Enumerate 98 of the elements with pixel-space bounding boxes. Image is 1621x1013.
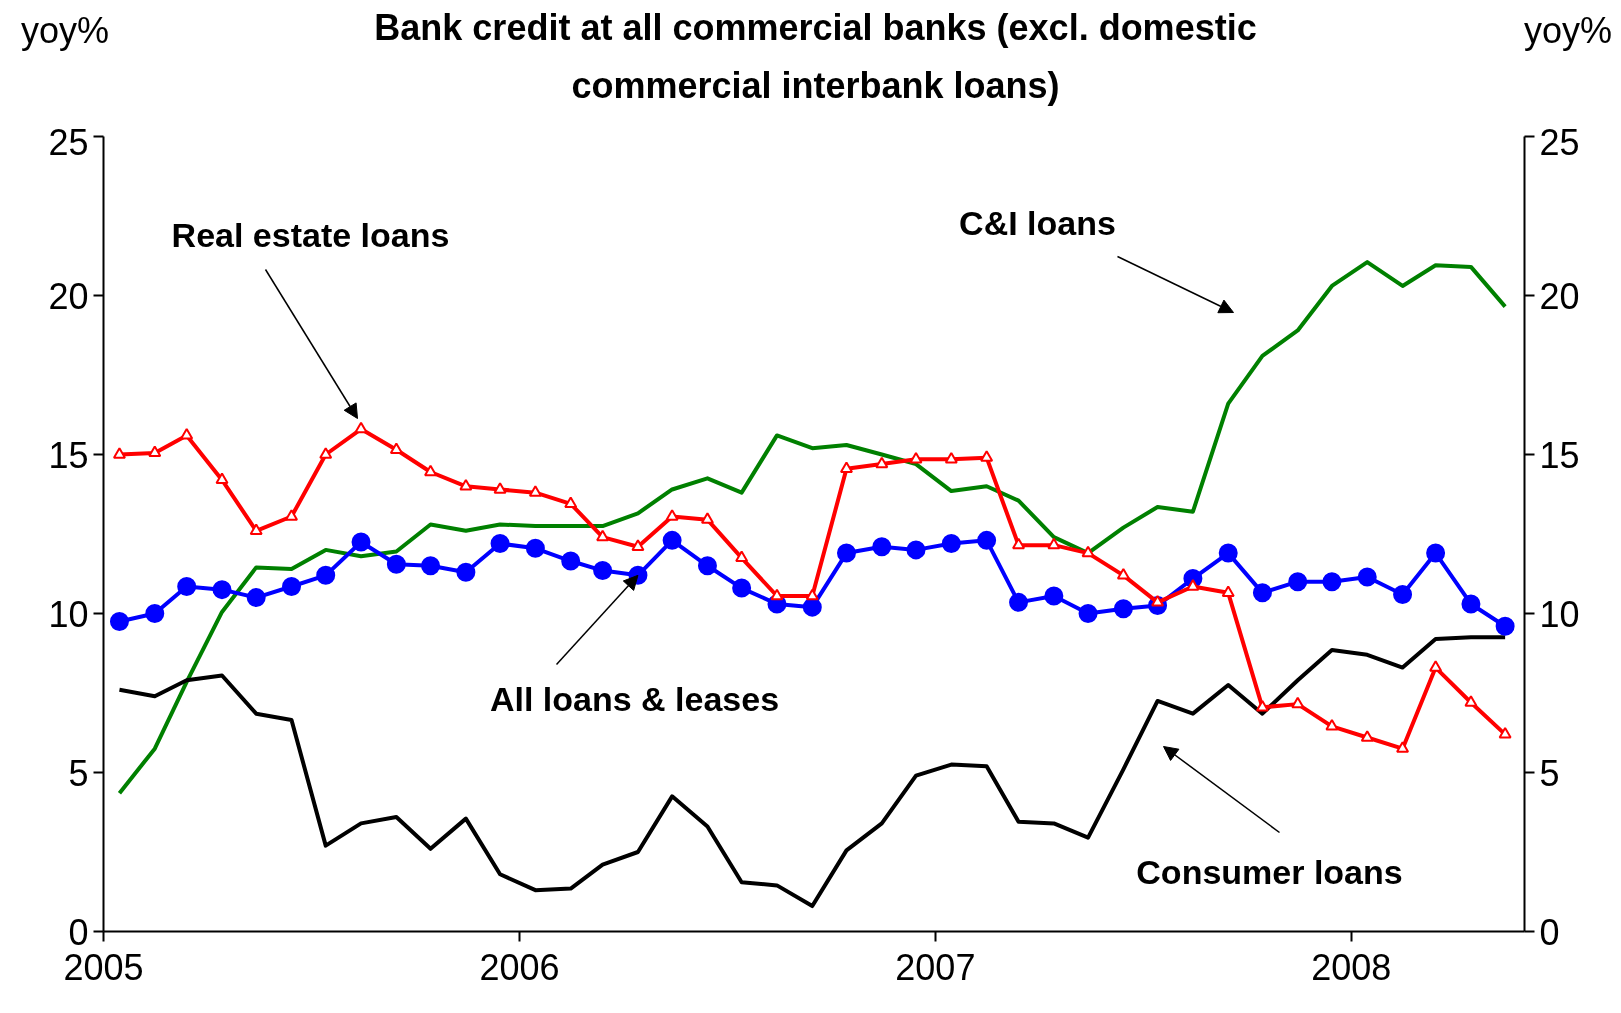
annotation: All loans & leases [489, 679, 780, 718]
point [1393, 584, 1413, 604]
point [1221, 585, 1235, 598]
point [1044, 586, 1064, 606]
point [456, 562, 476, 582]
point [1396, 741, 1410, 753]
y2-tick-label: 25 [1539, 121, 1580, 163]
y-tick-label: 5 [68, 752, 89, 794]
point [1464, 695, 1478, 707]
point [1322, 572, 1342, 592]
point [525, 538, 545, 558]
point [421, 556, 441, 576]
point [1288, 572, 1308, 592]
point [285, 509, 299, 521]
point [1047, 537, 1061, 550]
x-tick-label: 2006 [479, 946, 560, 988]
point [389, 442, 403, 454]
point [1498, 726, 1512, 739]
line-series [117, 260, 1508, 796]
point [109, 611, 129, 631]
annotation: C&I loans [959, 203, 1116, 242]
point [148, 445, 162, 458]
point [1291, 696, 1305, 709]
point [212, 580, 232, 600]
point [836, 543, 856, 563]
point [319, 447, 333, 459]
y2-axis-title: yoy% [1522, 9, 1613, 53]
annotation: Consumer loans [1136, 852, 1403, 891]
annotation: Real estate loans [171, 215, 450, 254]
y-tick-label: 15 [48, 434, 89, 476]
point [1495, 616, 1515, 636]
point [145, 604, 165, 623]
point [770, 588, 784, 601]
point [1325, 719, 1339, 731]
point [839, 461, 853, 473]
point [805, 588, 819, 601]
point [631, 539, 645, 551]
point [980, 450, 994, 462]
point [1078, 604, 1098, 623]
point [1009, 592, 1029, 612]
y-tick-label: 10 [48, 593, 89, 635]
point [977, 530, 997, 550]
point [246, 588, 266, 608]
y2-tick-label: 0 [1539, 911, 1560, 953]
chart-title: Bank credit at all commercial banks (excl. domestic commercial interbank loans) [373, 6, 1258, 108]
x-tick-label: 2008 [1311, 946, 1392, 988]
y-axis-title: yoy% [20, 9, 111, 53]
point [354, 421, 368, 434]
point [944, 451, 958, 464]
point [1218, 543, 1238, 563]
point [1081, 545, 1095, 558]
y-tick-label: 25 [48, 121, 89, 163]
point [1360, 730, 1374, 742]
point [1252, 583, 1272, 603]
point [1461, 594, 1481, 614]
point [906, 540, 926, 560]
point [490, 534, 510, 554]
point [909, 451, 923, 464]
point [1012, 537, 1026, 550]
point [424, 464, 438, 477]
x-tick-label: 2007 [895, 946, 976, 988]
y-tick-label: 20 [48, 275, 89, 317]
point [1113, 599, 1133, 619]
point [593, 561, 613, 581]
point [872, 537, 892, 557]
point [1426, 543, 1446, 563]
y2-tick-label: 15 [1539, 434, 1580, 476]
point [180, 428, 194, 440]
y2-tick-label: 10 [1539, 593, 1580, 635]
y2-tick-label: 20 [1539, 275, 1580, 317]
point [561, 551, 581, 571]
point [1255, 699, 1269, 712]
point [528, 485, 542, 497]
point [941, 534, 961, 554]
point [249, 523, 263, 535]
point [316, 565, 336, 585]
point [215, 472, 229, 485]
point [802, 597, 822, 617]
point [459, 478, 473, 491]
point [1116, 567, 1130, 580]
point [735, 550, 749, 563]
point [1429, 660, 1443, 672]
point [564, 496, 578, 508]
point [493, 482, 507, 494]
point [351, 532, 371, 552]
point [386, 554, 406, 574]
point [596, 529, 610, 542]
point [665, 509, 679, 521]
point [1357, 567, 1377, 587]
point [112, 447, 126, 459]
point [875, 456, 889, 469]
point [697, 556, 717, 576]
point [177, 576, 197, 596]
point [282, 576, 302, 596]
point [662, 530, 682, 550]
y2-tick-label: 5 [1539, 752, 1560, 794]
point [732, 578, 752, 598]
point [700, 512, 714, 524]
